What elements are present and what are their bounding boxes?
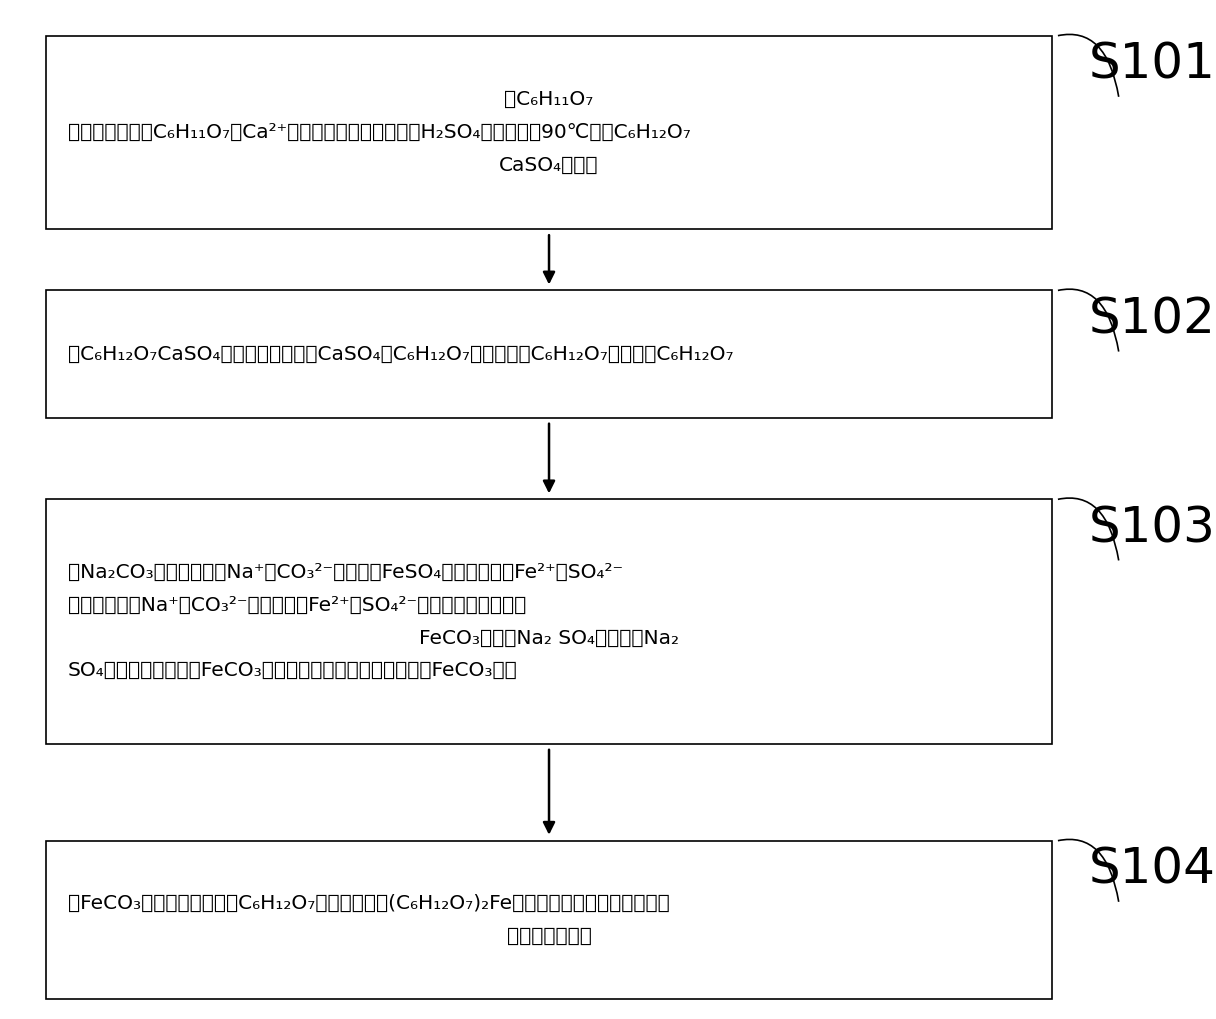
Text: 将C₆H₁₂O₇CaSO₄溶液进行分离得到CaSO₄和C₆H₁₂O₇，然后，对C₆H₁₂O₇过柱得到C₆H₁₂O₇: 将C₆H₁₂O₇CaSO₄溶液进行分离得到CaSO₄和C₆H₁₂O₇，然后，对C… [68, 344, 733, 364]
Text: 溶液；将含有Na⁺和CO₃²⁻溶液和含有Fe²⁺和SO₄²⁻溶液混合反应，得到: 溶液；将含有Na⁺和CO₃²⁻溶液和含有Fe²⁺和SO₄²⁻溶液混合反应，得到 [68, 596, 527, 614]
Text: 干燥，得到产品: 干燥，得到产品 [507, 926, 591, 946]
Bar [46, 841, 1052, 999]
Bar [46, 36, 1052, 229]
Bar [46, 290, 1052, 418]
Text: 加水溶解，得到C₆H₁₁O₇和Ca²⁺，将上述的混合溶液，加H₂SO₄溶液加热到90℃制得C₆H₁₂O₇: 加水溶解，得到C₆H₁₁O₇和Ca²⁺，将上述的混合溶液，加H₂SO₄溶液加热到… [68, 123, 691, 142]
Text: 将FeCO₃沉淠和上述得到的C₆H₁₂O₇进行反应得到(C₆H₁₂O₇)₂Fe溶液，对得到的溶液进行结晶: 将FeCO₃沉淠和上述得到的C₆H₁₂O₇进行反应得到(C₆H₁₂O₇)₂Fe溶… [68, 894, 670, 913]
Text: S103: S103 [1088, 504, 1215, 552]
Text: FeCO₃沉淠，Na₂ SO₄溶液，对Na₂: FeCO₃沉淠，Na₂ SO₄溶液，对Na₂ [420, 629, 679, 647]
Text: S102: S102 [1088, 296, 1215, 343]
Bar [46, 499, 1052, 744]
Text: S101: S101 [1088, 41, 1215, 89]
Text: 将C₆H₁₁O₇: 将C₆H₁₁O₇ [505, 91, 593, 109]
Text: SO₄溶液进行分离，对FeCO₃沉淠进行用水洗涂，得到纯净的FeCO₃沉淠: SO₄溶液进行分离，对FeCO₃沉淠进行用水洗涂，得到纯净的FeCO₃沉淠 [68, 661, 518, 680]
Text: S104: S104 [1088, 846, 1215, 894]
Text: 将Na₂CO₃加水溶解得到Na⁺和CO₃²⁻溶液；将FeSO₄加水溶解得到Fe²⁺和SO₄²⁻: 将Na₂CO₃加水溶解得到Na⁺和CO₃²⁻溶液；将FeSO₄加水溶解得到Fe²… [68, 564, 624, 582]
Text: CaSO₄沉淠；: CaSO₄沉淠； [500, 156, 598, 174]
